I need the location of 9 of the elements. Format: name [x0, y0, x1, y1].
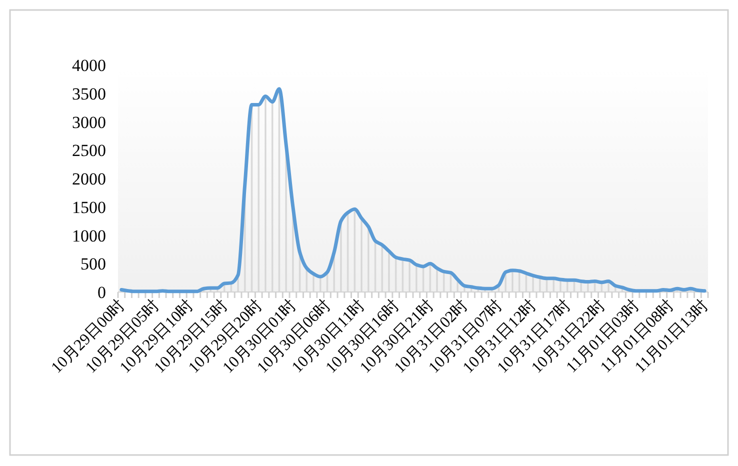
y-tick-label: 1000	[72, 226, 106, 246]
y-tick-label: 0	[98, 283, 106, 302]
y-tick-label: 500	[80, 254, 106, 274]
y-tick-label: 1500	[72, 198, 106, 217]
y-tick-label: 3500	[72, 84, 106, 104]
y-tick-label: 2000	[72, 170, 106, 188]
y-tick-label: 4000	[72, 56, 106, 75]
y-tick-label: 2500	[72, 141, 106, 160]
y-tick-label: 3000	[72, 112, 106, 132]
